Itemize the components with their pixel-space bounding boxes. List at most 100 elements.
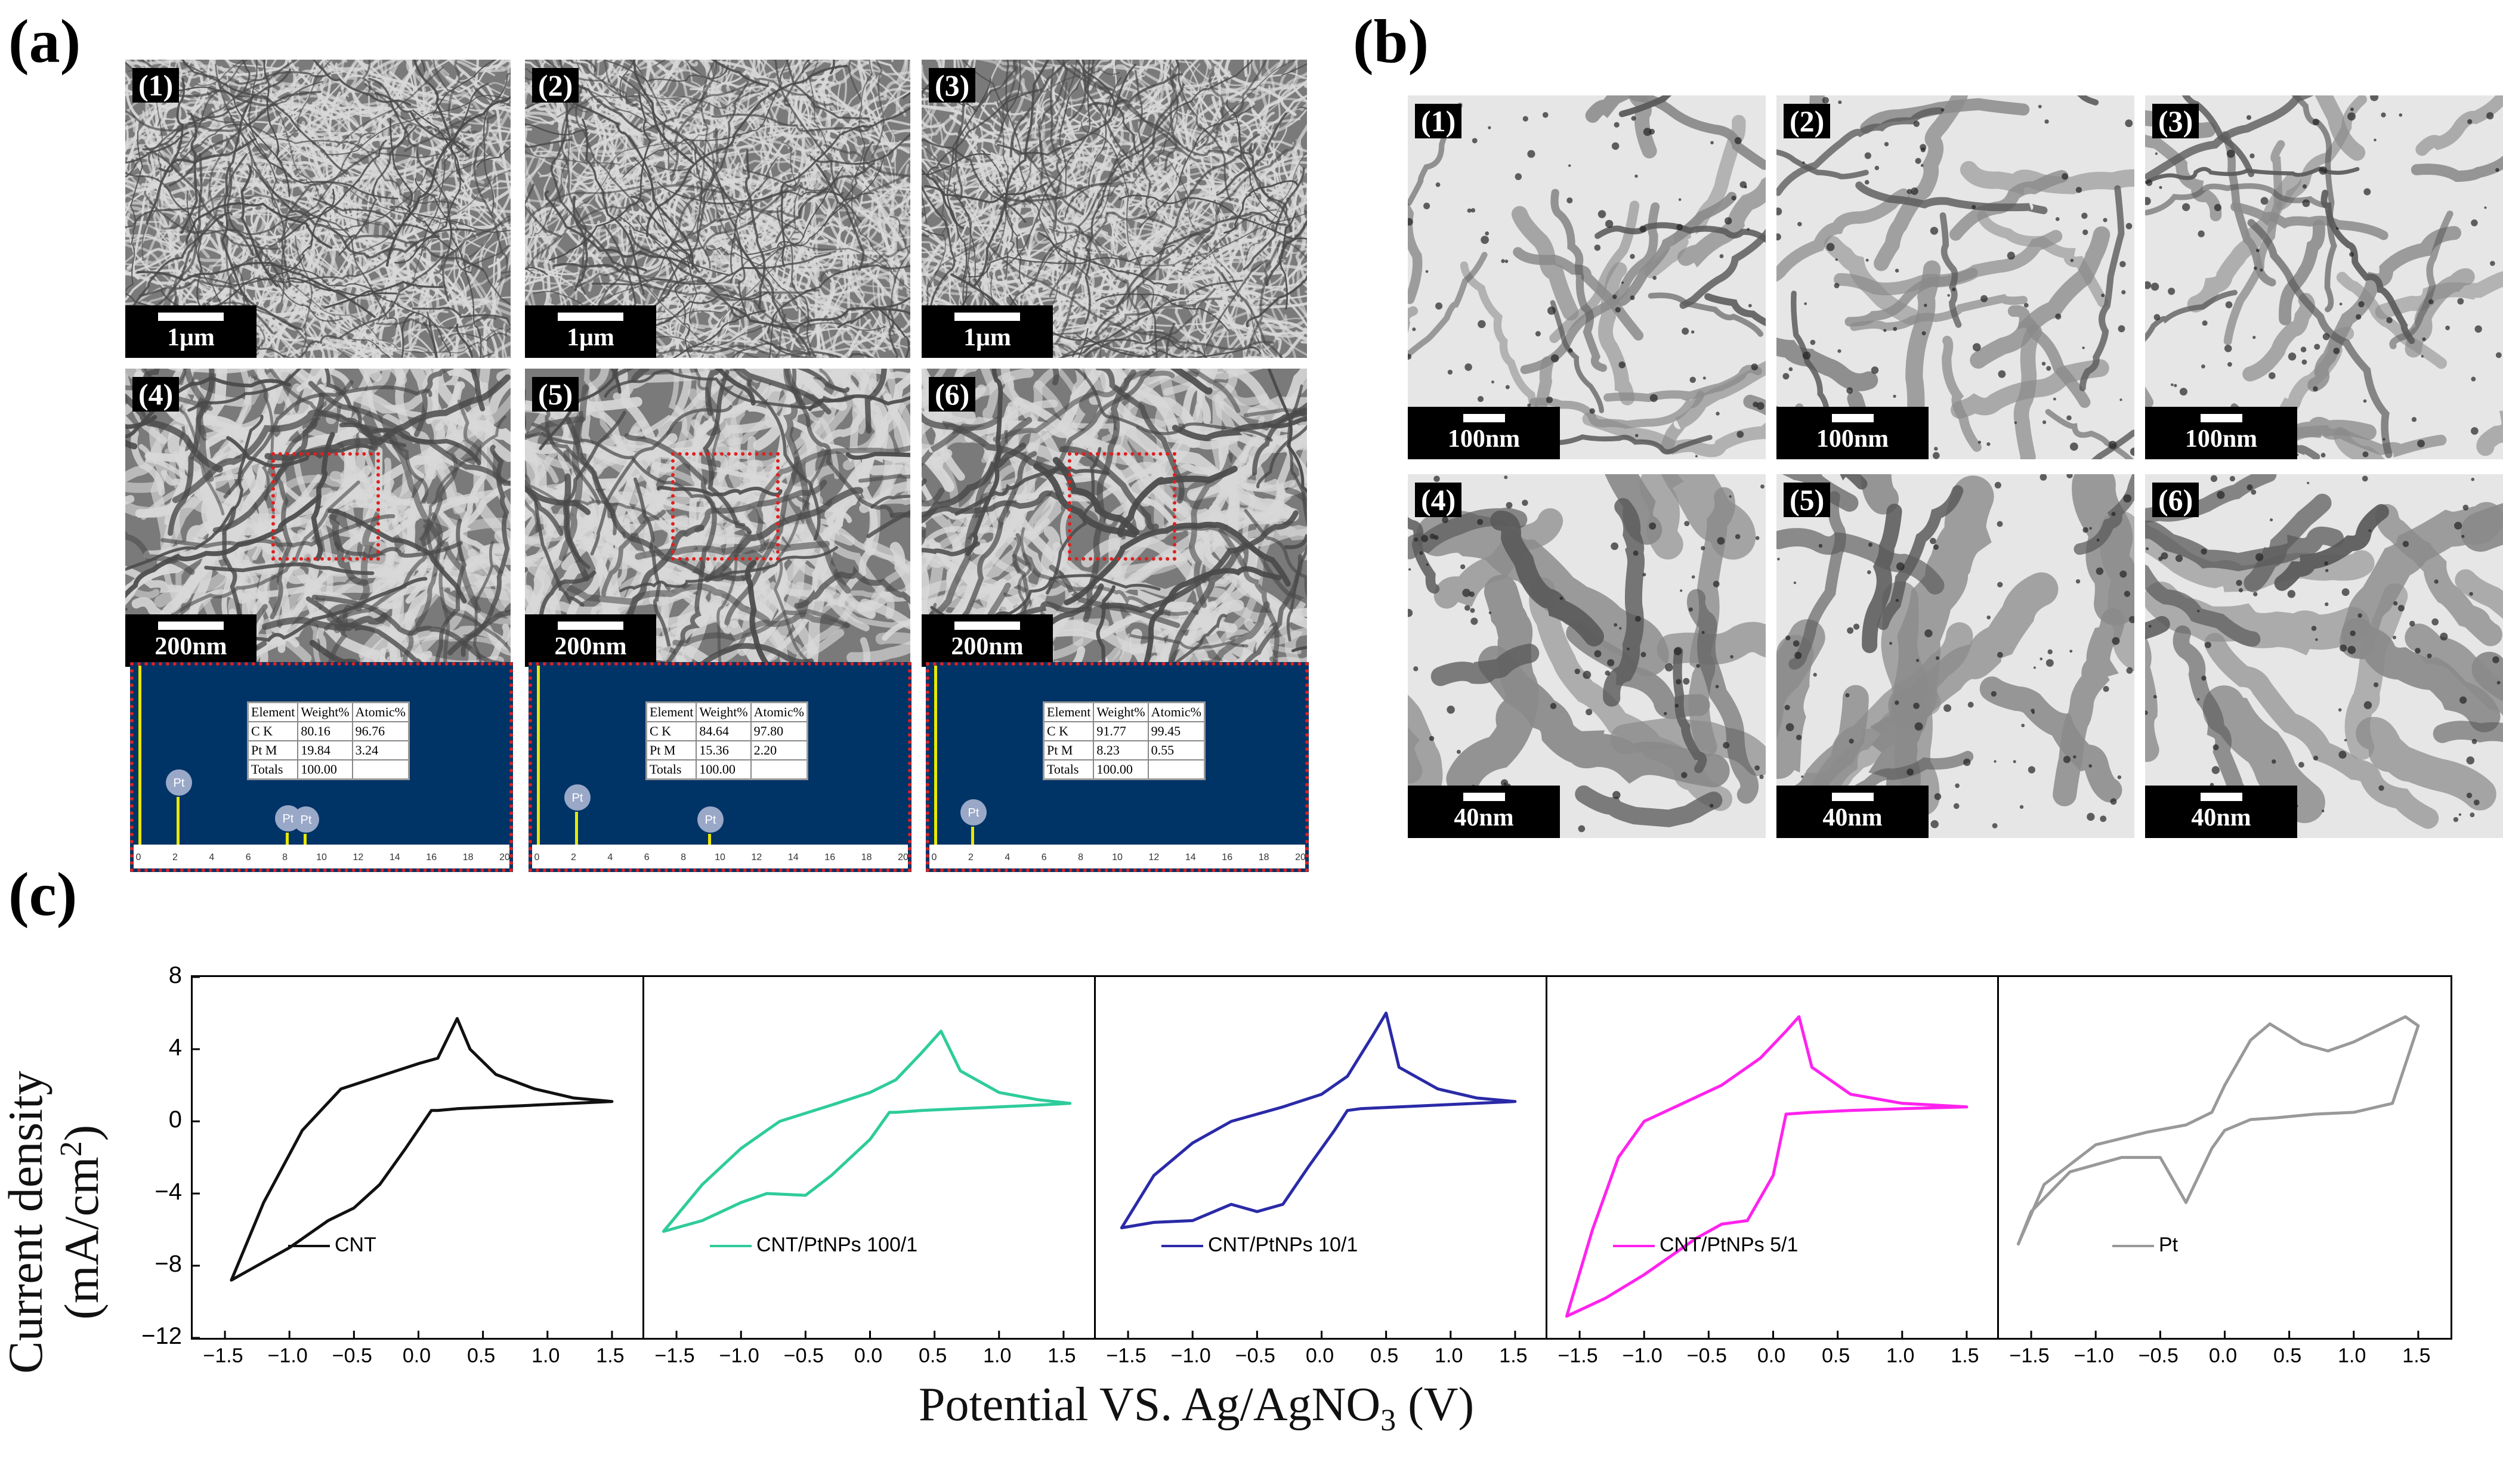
x-tick-label: 1.5 <box>1951 1344 1979 1367</box>
table-cell: 2.20 <box>750 740 808 760</box>
zoom-region-box <box>1068 452 1176 561</box>
table-cell: Element <box>1043 701 1095 722</box>
tem-image-2-scale-bar: 100nm <box>1776 407 1929 459</box>
sem-image-2: (2) 1μm <box>525 60 910 358</box>
sem-image-5-label: (5) <box>532 377 579 412</box>
scale-bar-text: 100nm <box>1447 425 1521 453</box>
x-tick-label: −0.5 <box>1686 1344 1727 1367</box>
x-tick-label: −1.5 <box>654 1344 695 1367</box>
table-cell <box>750 759 808 780</box>
y-tick-label: −4 <box>154 1179 182 1205</box>
edx-x-tick: 2 <box>172 852 178 862</box>
scale-bar-line <box>158 313 224 321</box>
table-cell: Pt M <box>1043 740 1095 760</box>
scale-bar-text: 1μm <box>167 324 215 351</box>
cv-panel-5: Pt <box>1997 975 2452 1340</box>
panel-label-b: (b) <box>1353 7 1429 76</box>
scale-bar-line <box>954 622 1020 630</box>
edx-x-tick: 20 <box>1295 852 1305 862</box>
x-tick-label: 0.0 <box>854 1344 883 1367</box>
edx-composition-table-1: Element Weight% Atomic% C K 80.16 96.76 Pt M 19… <box>247 701 410 780</box>
table-cell: 15.36 <box>696 740 752 760</box>
legend-label: CNT/PtNPs 100/1 <box>756 1233 918 1256</box>
table-cell: C K <box>247 721 299 741</box>
edx-x-tick: 16 <box>1222 852 1232 862</box>
table-cell: 3.24 <box>351 740 410 760</box>
table-cell: 80.16 <box>297 721 353 741</box>
edx-peak-marker <box>960 799 987 826</box>
legend-label: CNT <box>335 1233 376 1256</box>
cv-legend-4: CNT/PtNPs 5/1 <box>1613 1233 1798 1257</box>
x-tick-label: 0.5 <box>1370 1344 1399 1367</box>
panel-label-a: (a) <box>8 7 81 76</box>
edx-peak-label: Pt <box>283 812 294 826</box>
sem-micrograph-6 <box>922 369 1307 667</box>
tem-image-5: (5) 40nm <box>1776 474 2134 838</box>
tem-image-6-label: (6) <box>2152 483 2199 517</box>
table-cell: 100.00 <box>696 759 752 780</box>
edx-x-tick: 2 <box>571 852 576 862</box>
table-row: Element Weight% Atomic% <box>645 701 808 722</box>
sem-image-1-label: (1) <box>132 68 180 103</box>
x-tick-label: −1.5 <box>203 1344 243 1367</box>
sem-image-2-scale-bar: 1μm <box>525 305 656 358</box>
x-tick-label: −1.0 <box>267 1344 308 1367</box>
edx-x-tick: 12 <box>752 852 762 862</box>
table-cell: Pt M <box>247 740 299 760</box>
y-tick-label: 8 <box>168 962 182 988</box>
x-tick-label: 0.0 <box>402 1344 431 1367</box>
x-tick-label: 0.5 <box>919 1344 947 1367</box>
sem-image-5: (5) 200nm <box>525 369 910 667</box>
sem-image-6: (6) 200nm <box>922 369 1307 667</box>
edx-spectrum-2: CPtPt02468101214161820ElementWeight%Atom… <box>529 662 911 872</box>
x-tick-label: 1.5 <box>1047 1344 1076 1367</box>
scale-bar-line <box>1831 414 1874 422</box>
x-tick-label: 0.5 <box>1822 1344 1850 1367</box>
cv-plot-2 <box>662 1029 1072 1338</box>
table-row: Element Weight% Atomic% <box>247 701 410 722</box>
cv-plot-4 <box>1565 1015 1969 1338</box>
edx-x-tick: 20 <box>898 852 908 862</box>
table-cell: Totals <box>1043 759 1095 780</box>
scale-bar-line <box>1463 793 1505 801</box>
tem-image-3: (3) 100nm <box>2145 95 2503 459</box>
cv-panel-3: CNT/PtNPs 10/1 <box>1094 975 1549 1340</box>
x-tick-label: −0.5 <box>783 1344 824 1367</box>
x-tick-label: 1.0 <box>1435 1344 1463 1367</box>
x-tick-label: −1.0 <box>1170 1344 1211 1367</box>
scale-bar-text: 40nm <box>2191 804 2251 831</box>
scale-bar-text: 40nm <box>1822 804 1883 831</box>
sem-image-4-label: (4) <box>132 377 180 412</box>
x-tick-label: 1.0 <box>531 1344 560 1367</box>
tem-image-4-scale-bar: 40nm <box>1408 786 1560 838</box>
tem-image-3-label: (3) <box>2152 104 2199 138</box>
tem-image-1-label: (1) <box>1415 104 1462 138</box>
sem-image-6-scale-bar: 200nm <box>922 614 1053 667</box>
cv-plot-1 <box>193 977 614 1338</box>
x-tick-label: 1.5 <box>596 1344 625 1367</box>
cv-x-axis-label: Potential VS. Ag/AgNO3 (V) <box>919 1378 1475 1437</box>
scale-bar-text: 100nm <box>1816 425 1889 453</box>
edx-x-tick: 10 <box>316 852 327 862</box>
legend-swatch <box>1613 1245 1655 1248</box>
cv-curve-2 <box>662 1029 1072 1233</box>
cv-plot-3 <box>1120 1012 1517 1338</box>
tem-image-1-scale-bar: 100nm <box>1408 407 1560 459</box>
sem-micrograph-2 <box>525 60 910 358</box>
x-tick-label: 1.0 <box>1886 1344 1915 1367</box>
tem-micrograph-5 <box>1776 474 2134 838</box>
x-tick-label: −0.5 <box>2138 1344 2178 1367</box>
edx-x-tick: 12 <box>353 852 364 862</box>
scale-bar-line <box>2200 793 2242 801</box>
edx-x-tick: 0 <box>136 852 141 862</box>
cv-legend-2: CNT/PtNPs 100/1 <box>710 1233 917 1257</box>
edx-x-tick: 4 <box>209 852 214 862</box>
edx-peak-label: Pt <box>968 806 979 820</box>
edx-x-tick: 10 <box>1112 852 1123 862</box>
table-cell: Pt M <box>645 740 697 760</box>
table-row: Totals 100.00 <box>645 759 808 780</box>
table-cell: Weight% <box>696 701 752 722</box>
edx-x-tick: 10 <box>715 852 725 862</box>
tem-micrograph-2 <box>1776 95 2134 459</box>
legend-swatch <box>288 1245 330 1248</box>
